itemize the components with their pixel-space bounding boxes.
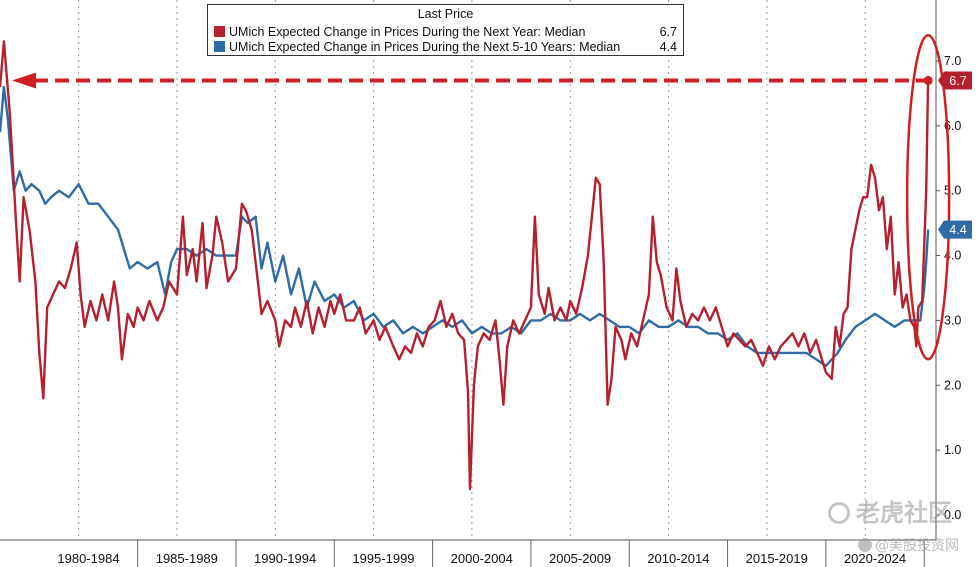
annotations [12, 33, 951, 361]
watermark-logo-icon [828, 502, 850, 524]
x-tick-label-3: 1995-1999 [352, 551, 414, 566]
legend: Last Price UMich Expected Change in Pric… [207, 4, 684, 56]
x-tick-label-8: 2020-2024 [844, 551, 906, 566]
legend-title: Last Price [417, 7, 474, 21]
legend-value-five-ten-year: 4.4 [659, 40, 677, 54]
y-tick-label-7: 0.0 [944, 508, 961, 522]
arrow-head [12, 72, 36, 89]
legend-label-five-ten-year: UMich Expected Change in Prices During t… [229, 40, 621, 54]
watermark-community: 老虎社区 [828, 493, 968, 527]
watermark-text: 老虎社区 [856, 499, 952, 527]
last-value-label-1: 4.4 [949, 223, 966, 237]
x-tick-label-2: 1990-1994 [254, 551, 316, 566]
legend-entry-one-year: UMich Expected Change in Prices During t… [214, 24, 677, 40]
x-tick-label-5: 2005-2009 [549, 551, 611, 566]
x-tick-label-6: 2010-2014 [647, 551, 709, 566]
y-tick-label-6: 7.0 [944, 54, 961, 68]
last-value-label-0: 6.7 [949, 74, 966, 88]
x-tick-label-0: 1980-1984 [57, 551, 119, 566]
legend-entry-five-ten-year: UMich Expected Change in Prices During t… [214, 39, 677, 55]
y-tick-label-4: 5.0 [944, 184, 961, 198]
last-value-tag-1 [938, 220, 972, 239]
x-tick-label-7: 2015-2019 [746, 551, 808, 566]
watermark-source: @美股投资网 [858, 535, 976, 555]
legend-value-one-year: 6.7 [659, 25, 677, 39]
series-line-0 [0, 40, 930, 491]
series-lines [0, 40, 930, 491]
watermark-source-text: @美股投资网 [875, 538, 959, 554]
x-tick-label-4: 2000-2004 [451, 551, 513, 566]
y-axis-labels: 1.02.03.04.05.06.07.00.0 [936, 54, 961, 522]
last-value-tags: 6.7 4.4 [938, 71, 972, 239]
y-tick-label-1: 2.0 [944, 378, 961, 392]
last-value-tag-0 [938, 71, 972, 90]
y-tick-label-2: 3.0 [944, 313, 961, 327]
legend-swatch-five-ten-year [214, 41, 225, 52]
x-tick-label-1: 1985-1989 [156, 551, 218, 566]
watermark-source-icon [858, 538, 872, 552]
latest-point-marker [923, 75, 933, 85]
series-line-1 [0, 85, 930, 367]
grid [0, 0, 937, 567]
legend-label-one-year: UMich Expected Change in Prices During t… [229, 25, 586, 39]
highlight-ellipse [905, 33, 951, 361]
y-tick-label-0: 1.0 [944, 443, 961, 457]
x-axis-labels: 1980-1984 1985-1989 1990-1994 1995-1999 2000… [57, 551, 906, 566]
legend-swatch-one-year [214, 26, 225, 37]
